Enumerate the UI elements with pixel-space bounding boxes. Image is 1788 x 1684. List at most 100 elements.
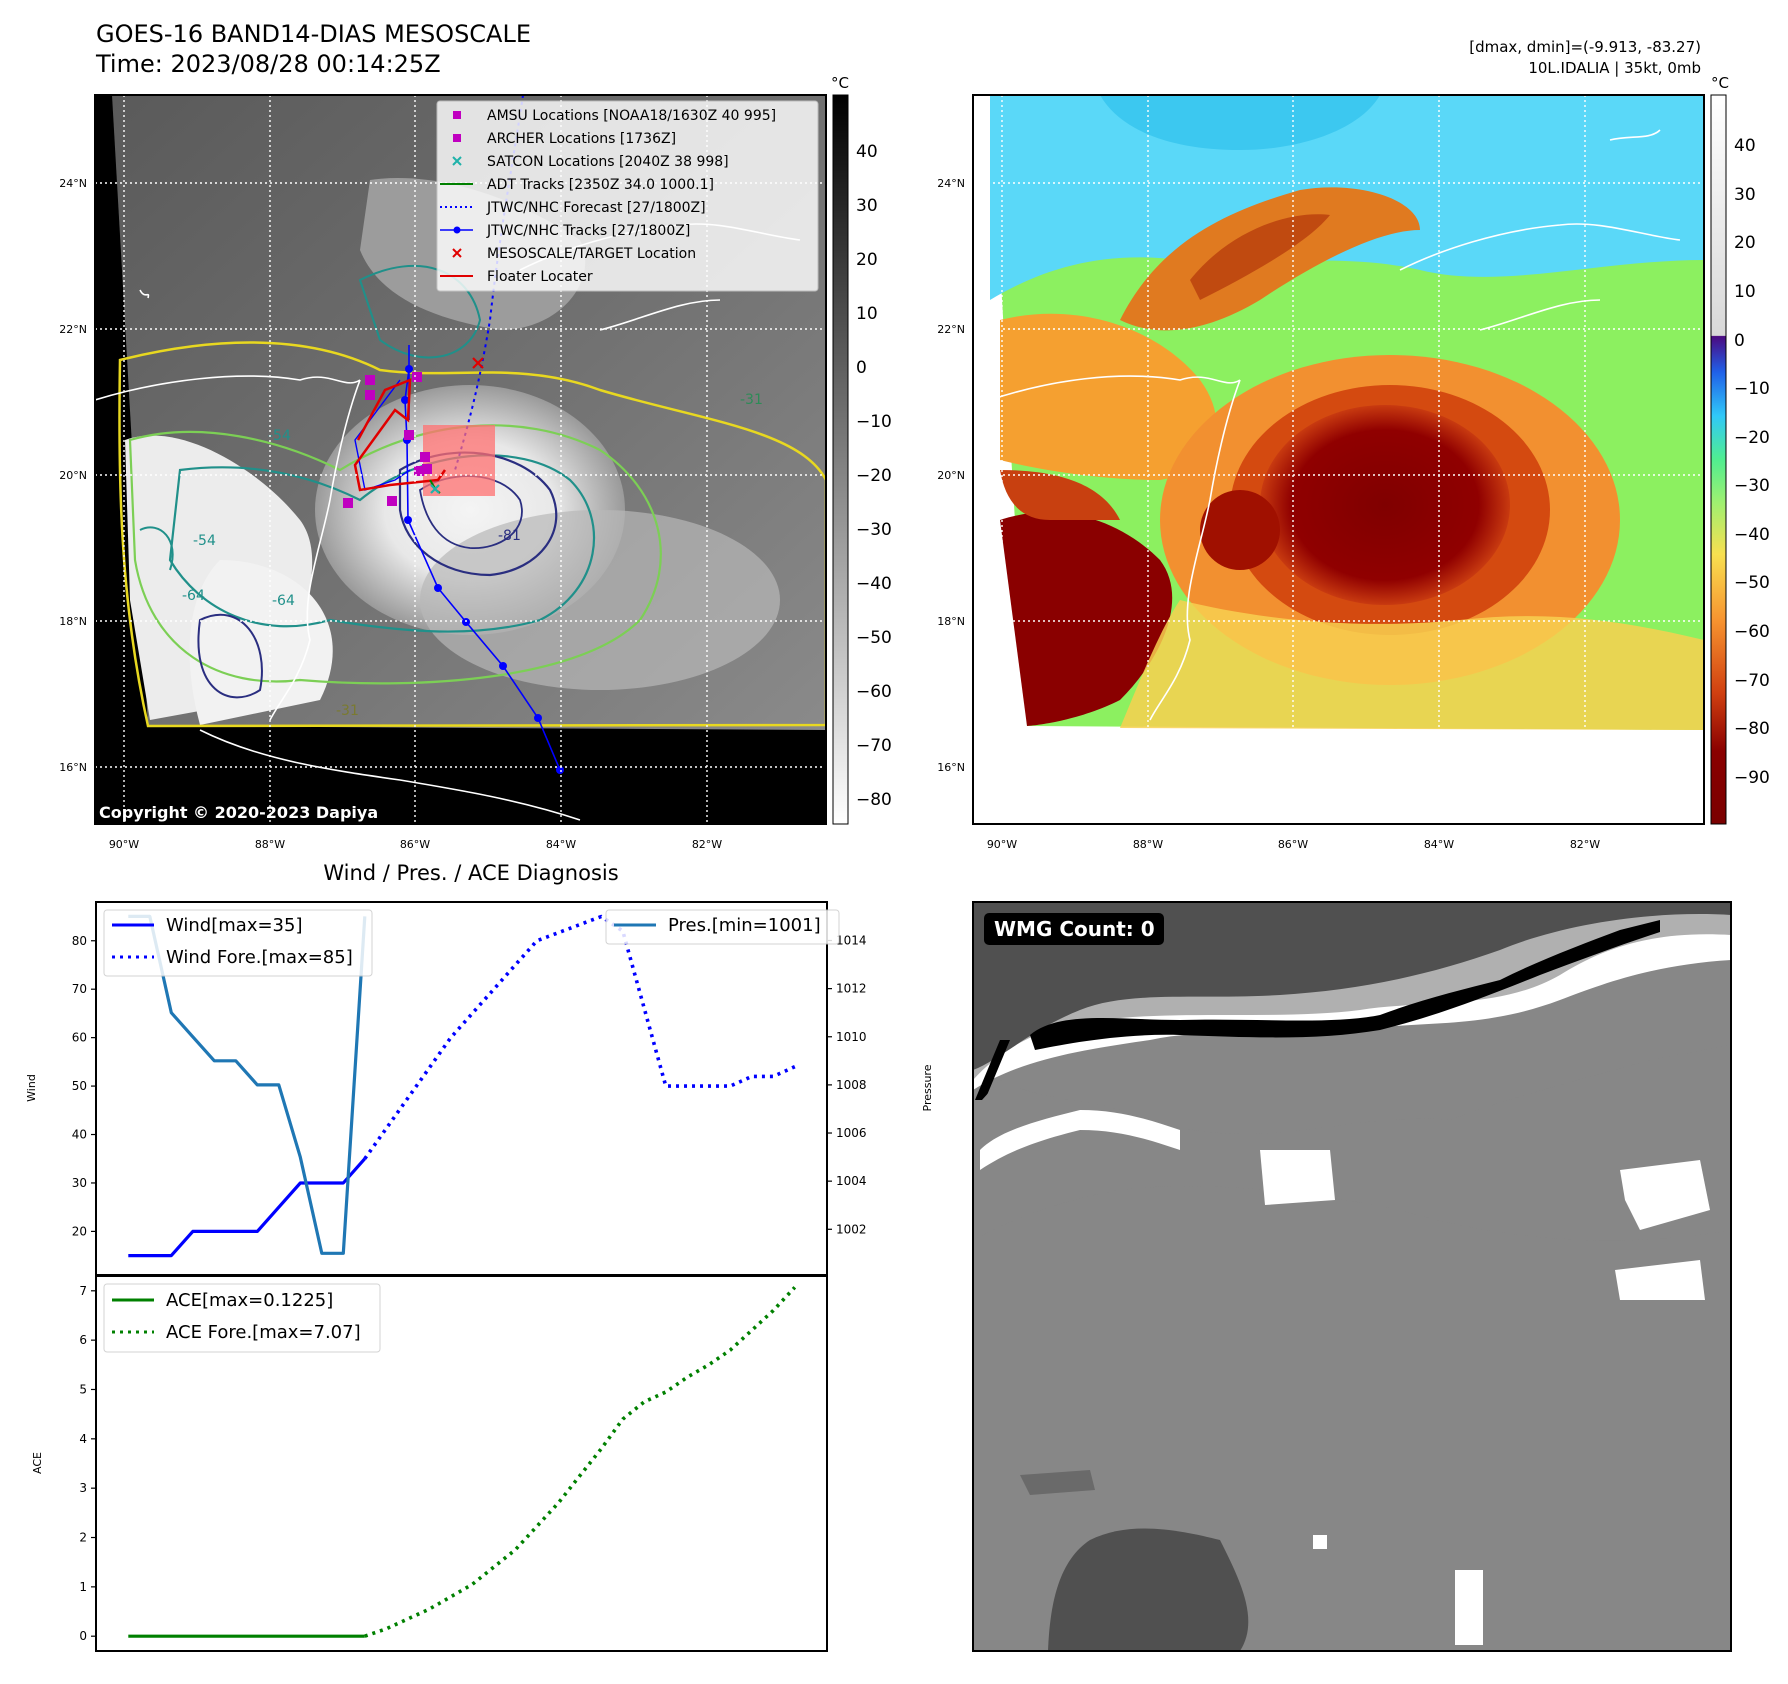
legend-satcon: SATCON Locations [2040Z 38 998]: [487, 154, 729, 170]
y-tick-label: 2: [79, 1531, 87, 1545]
jtwc-forecast-track: [454, 95, 524, 471]
gray-cbar-tick: −10: [856, 412, 892, 432]
lon-tick: 86°W: [400, 838, 430, 851]
y-tick-label: 40: [72, 1128, 87, 1142]
map-legend: AMSU Locations [NOAA18/1630Z 40 995] ARC…: [436, 100, 819, 292]
contour-label: -64: [182, 588, 205, 604]
lat-tick: 24°N: [937, 177, 965, 190]
y-tick-label: 7: [79, 1284, 87, 1298]
y-right-tick-label: 1014: [836, 934, 867, 948]
lon-tick: 90°W: [987, 838, 1017, 851]
series-line: [364, 1286, 797, 1638]
contour-label: -54: [268, 428, 291, 444]
floater-locater: [353, 378, 447, 492]
y-right-tick-label: 1012: [836, 982, 867, 996]
y-right-tick-label: 1006: [836, 1126, 867, 1140]
color-cbar-tick: 40: [1734, 136, 1756, 156]
gray-cbar-tick: −30: [856, 520, 892, 540]
color-cbar-tick: −40: [1734, 525, 1770, 545]
gray-cbar-tick: 10: [856, 304, 878, 324]
lon-tick: 84°W: [546, 838, 576, 851]
right-map-lat-ticks: 24°N 22°N 20°N 18°N 16°N: [937, 177, 965, 774]
color-cbar-tick: −80: [1734, 719, 1770, 739]
color-cbar-tick: −90: [1734, 768, 1770, 788]
wmg-count-badge: [984, 913, 1164, 945]
color-colorbar-unit: °C: [1711, 74, 1729, 92]
color-cbar-tick: −10: [1734, 379, 1770, 399]
gray-cbar-tick: 20: [856, 250, 878, 270]
lon-tick: 84°W: [1424, 838, 1454, 851]
y-tick-label: 80: [72, 934, 87, 948]
ace-axis-label: ACE: [31, 1452, 44, 1474]
lat-tick: 22°N: [937, 323, 965, 336]
legend-amsu: AMSU Locations [NOAA18/1630Z 40 995]: [487, 108, 776, 124]
ace-chart: 0 1 2 3 4 5 6 7 ACE ACE[max=0.1225] ACE Fore.[m…: [31, 1275, 828, 1652]
color-cbar-tick: 30: [1734, 185, 1756, 205]
pressure-axis-label: Pressure: [921, 1064, 934, 1111]
y-tick-label: 5: [79, 1382, 87, 1396]
lat-tick: 16°N: [59, 761, 87, 774]
lat-tick: 20°N: [59, 469, 87, 482]
wind-pressure-chart: 20 30 40 50 60 70 80 1002 1004 1006 1008 1010 1012 1…: [25, 901, 934, 1276]
mesoscale-box: [423, 425, 495, 496]
legend-ace-fore: ACE Fore.[max=7.07]: [166, 1322, 361, 1343]
y-tick-label: 20: [72, 1224, 87, 1238]
y-tick-label: 50: [72, 1079, 87, 1093]
legend-forecast: JTWC/NHC Forecast [27/1800Z]: [486, 200, 706, 216]
y-tick-label: 60: [72, 1031, 87, 1045]
y-tick-label: 3: [79, 1481, 87, 1495]
copyright-label: Copyright © 2020-2023 Dapiya: [99, 803, 378, 822]
series-line: [128, 1157, 366, 1258]
color-cbar-tick: 0: [1734, 331, 1745, 351]
legend-pres: Pres.[min=1001]: [668, 915, 821, 936]
series-line: [128, 914, 367, 1255]
color-cbar-tick: −50: [1734, 573, 1770, 593]
legend-floater: Floater Locater: [487, 269, 593, 285]
gray-cbar-tick: −50: [856, 628, 892, 648]
legend-wind-fore: Wind Fore.[max=85]: [166, 947, 353, 968]
gray-cbar-tick: −80: [856, 790, 892, 810]
figure-title: GOES-16 BAND14-DIAS MESOSCALE: [96, 20, 532, 48]
wmg-count-label: WMG Count: 0: [994, 917, 1155, 941]
lon-tick: 82°W: [1570, 838, 1600, 851]
series-line: [363, 914, 796, 1160]
gray-cbar-tick: −40: [856, 574, 892, 594]
legend-target: MESOSCALE/TARGET Location: [487, 246, 696, 262]
target-location-marker: [472, 357, 484, 369]
gray-cbar-tick: 30: [856, 196, 878, 216]
lon-tick: 88°W: [255, 838, 285, 851]
y-tick-label: 0: [79, 1629, 87, 1643]
ir-color-map: [972, 94, 1705, 825]
map-gridlines-right: [973, 95, 1704, 824]
diagnosis-title: Wind / Pres. / ACE Diagnosis: [323, 861, 618, 885]
color-cbar-tick: −60: [1734, 622, 1770, 642]
legend-tracks: JTWC/NHC Tracks [27/1800Z]: [486, 223, 690, 239]
color-cbar-tick: 20: [1734, 233, 1756, 253]
lon-tick: 86°W: [1278, 838, 1308, 851]
left-map-lat-ticks: 24°N 22°N 20°N 18°N 16°N: [59, 177, 87, 774]
legend-adt: ADT Tracks [2350Z 34.0 1000.1]: [487, 177, 714, 193]
lon-tick: 90°W: [109, 838, 139, 851]
gray-cbar-tick: −60: [856, 682, 892, 702]
y-tick-label: 1: [79, 1580, 87, 1594]
contour-label: -31: [336, 703, 359, 719]
right-map-lon-ticks: 90°W 88°W 86°W 84°W 82°W: [987, 838, 1600, 851]
lat-tick: 24°N: [59, 177, 87, 190]
y-right-tick-label: 1008: [836, 1078, 867, 1092]
lat-tick: 18°N: [937, 615, 965, 628]
color-cbar-tick: −30: [1734, 476, 1770, 496]
contour-label: -54: [193, 533, 216, 549]
legend-archer: ARCHER Locations [1736Z]: [487, 131, 676, 147]
wmg-panel: WMG Count: 0: [972, 901, 1732, 1652]
gray-cbar-tick: −70: [856, 736, 892, 756]
coastlines-right: [989, 129, 1681, 721]
wind-axis-label: Wind: [25, 1074, 38, 1102]
y-tick-label: 6: [79, 1333, 87, 1347]
dmax-dmin-readout: [dmax, dmin]=(-9.913, -83.27): [1469, 38, 1701, 56]
lon-tick: 82°W: [692, 838, 722, 851]
contour-label: -64: [272, 593, 295, 609]
legend-ace: ACE[max=0.1225]: [166, 1290, 333, 1311]
y-tick-label: 70: [72, 982, 87, 996]
lat-tick: 16°N: [937, 761, 965, 774]
